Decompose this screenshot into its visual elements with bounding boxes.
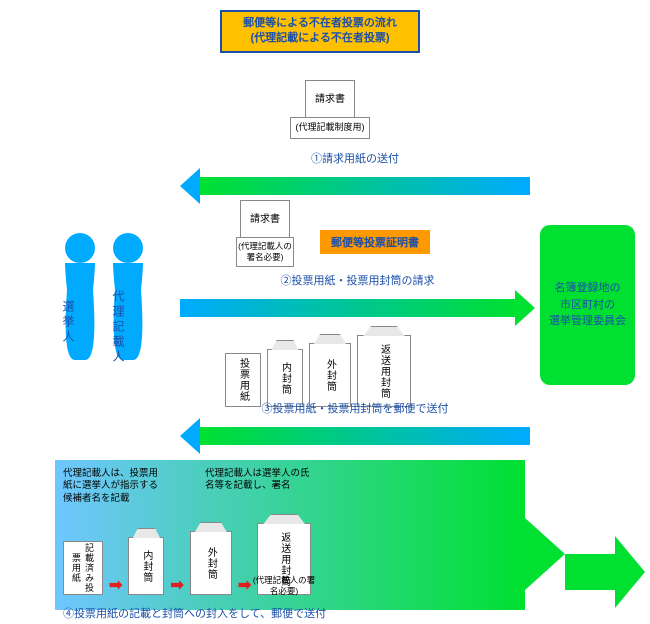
- arrow2-head: [515, 290, 535, 326]
- env-ballot-done: 記載済み投票用紙: [63, 541, 103, 595]
- envelopes-row-step3: 投票用紙 内封筒 外封筒 返送用封筒: [225, 335, 411, 407]
- arrow1-head: [180, 168, 200, 204]
- arrow3-label: ③投票用紙・投票用封筒を郵便で送付: [180, 400, 530, 416]
- dest-line1: 名簿登録地の: [549, 280, 626, 297]
- env-ballot: 投票用紙: [225, 353, 261, 407]
- env-outer-4: 外封筒: [190, 531, 232, 595]
- certificate-box: 郵便等投票証明書: [320, 230, 430, 254]
- arrow3-head: [180, 418, 200, 454]
- caption-4b: 代理記載人は選挙人の氏名等を記載し、署名: [205, 468, 315, 493]
- diagram-title: 郵便等による不在者投票の流れ (代理記載による不在者投票): [220, 10, 420, 53]
- arrow-step3: ③投票用紙・投票用封筒を郵便で送付: [180, 400, 530, 454]
- destination-box: 名簿登録地の 市区町村の 選挙管理委員会: [540, 225, 635, 385]
- arrow-step2: ②投票用紙・投票用封筒の請求: [180, 272, 535, 326]
- arrow2-body: [180, 299, 515, 317]
- dest-line2: 市区町村の: [549, 297, 626, 314]
- outer-sub-caption: (代理記載人の署名必要): [249, 575, 319, 597]
- env-inner: 内封筒: [267, 349, 303, 407]
- arrow-step4-head2: [565, 536, 645, 608]
- arrow4-label: ④投票用紙の記載と封筒への封入をして、郵便で送付: [63, 605, 517, 621]
- actor-left-label: 選挙人: [60, 300, 77, 345]
- request-form-1: 請求書 (代理記載制度用): [305, 80, 370, 139]
- req2-sub: (代理記載人の署名必要): [236, 237, 294, 267]
- caption-4a: 代理記載人は、投票用紙に選挙人が指示する候補者名を記載: [63, 468, 163, 505]
- arrow-step1: ①請求用紙の送付: [180, 150, 530, 204]
- arrow1-body: [200, 177, 530, 195]
- red-arrow-2: ➡: [170, 575, 183, 595]
- req2-title: 請求書: [240, 200, 290, 238]
- arrow3-body: [200, 427, 530, 445]
- env-return: 返送用封筒: [357, 335, 411, 407]
- red-arrow-1: ➡: [109, 575, 122, 595]
- request-form-2: 請求書 (代理記載人の署名必要): [240, 200, 294, 267]
- arrow1-label: ①請求用紙の送付: [180, 150, 530, 166]
- dest-line3: 選挙管理委員会: [549, 313, 626, 330]
- title-line1: 郵便等による不在者投票の流れ: [232, 16, 408, 31]
- env-outer: 外封筒: [309, 343, 351, 407]
- req1-title: 請求書: [305, 80, 355, 118]
- env-inner-4: 内封筒: [128, 537, 164, 595]
- arrow-step4-head: [525, 518, 565, 590]
- req1-sub: (代理記載制度用): [290, 117, 370, 139]
- title-line2: (代理記載による不在者投票): [232, 31, 408, 46]
- step4-container: 代理記載人は、投票用紙に選挙人が指示する候補者名を記載 代理記載人は選挙人の氏名…: [55, 460, 525, 610]
- actor-right-label: 代理記載人: [110, 290, 127, 365]
- arrow2-label: ②投票用紙・投票用封筒の請求: [180, 272, 535, 288]
